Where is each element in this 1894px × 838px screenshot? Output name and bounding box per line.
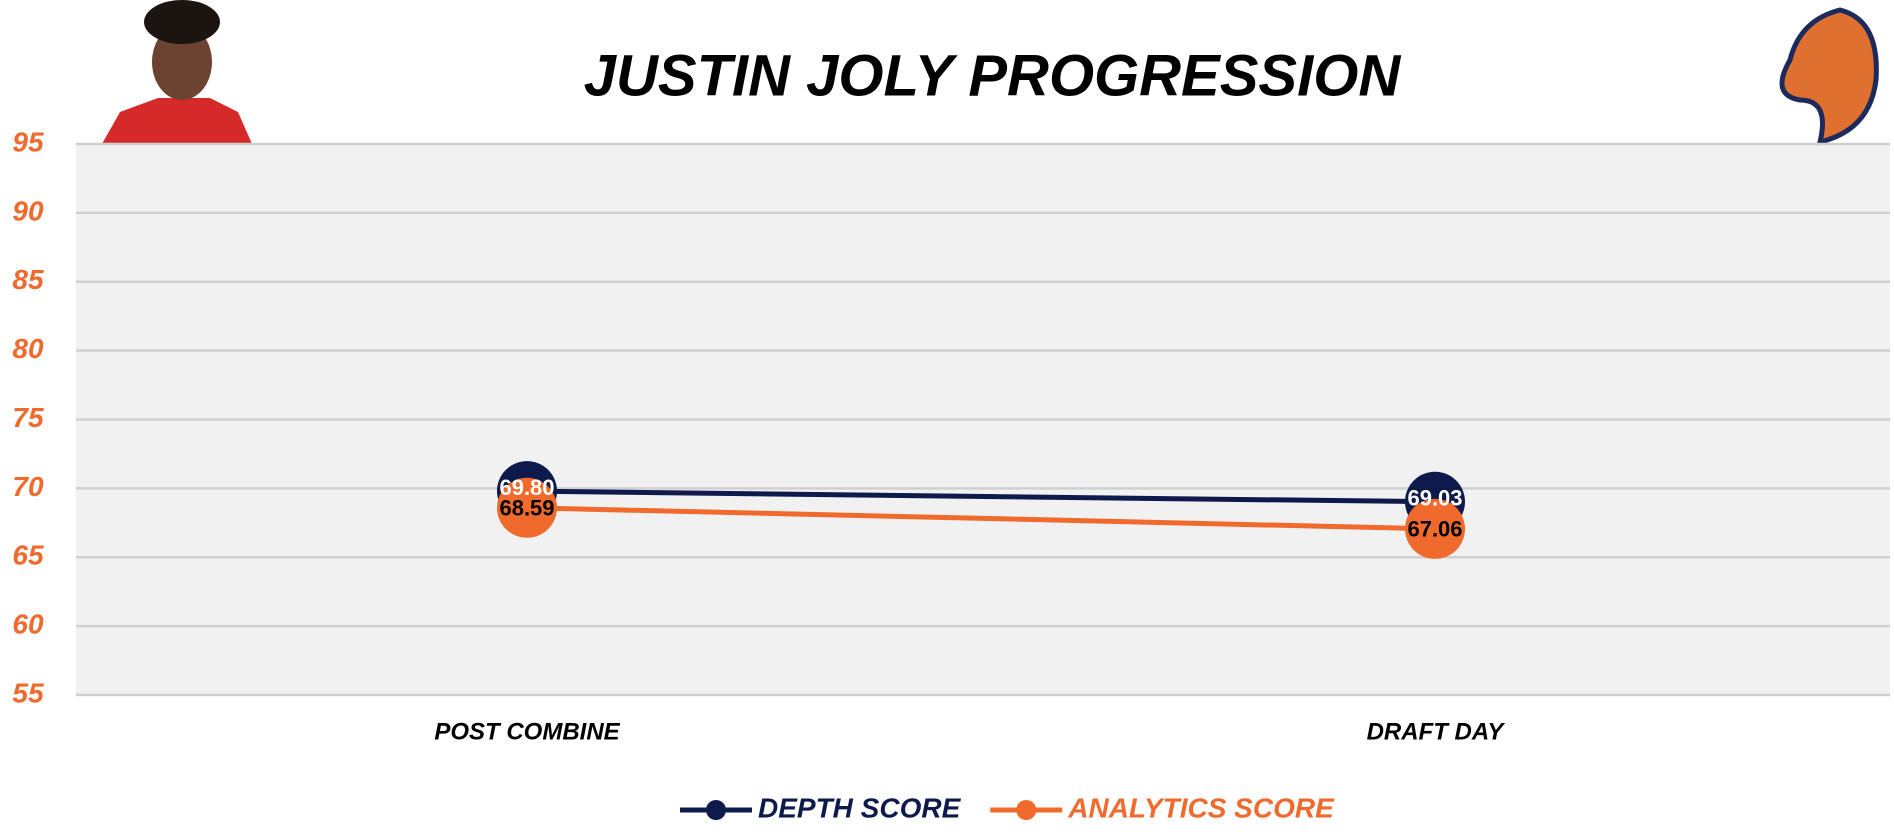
- y-tick-label: 60: [12, 609, 44, 640]
- legend-marker: [1016, 800, 1037, 820]
- x-tick-label: POST COMBINE: [434, 718, 620, 745]
- legend-label: DEPTH SCORE: [758, 792, 962, 823]
- legend-label: ANALYTICS SCORE: [1067, 792, 1335, 823]
- value-label: 68.59: [499, 496, 554, 521]
- player-photo: [102, 0, 252, 144]
- series-line: [526, 488, 1436, 505]
- value-label: 69.03: [1407, 486, 1462, 511]
- y-tick-label: 90: [12, 195, 44, 226]
- point-marker: [1405, 498, 1465, 559]
- y-tick-label: 85: [12, 264, 44, 295]
- series-line: [526, 505, 1436, 532]
- y-tick-label: 70: [12, 471, 44, 502]
- y-tick-label: 95: [12, 126, 44, 157]
- y-tick-label: 65: [12, 540, 44, 571]
- legend-marker: [706, 800, 726, 820]
- team-logo: [1779, 7, 1879, 146]
- value-label: 67.06: [1407, 517, 1462, 542]
- y-tick-label: 80: [12, 333, 44, 364]
- x-tick-label: DRAFT DAY: [1367, 718, 1506, 745]
- value-label: 69.80: [499, 475, 554, 500]
- y-tick-label: 55: [12, 677, 44, 708]
- chart-title: JUSTIN JOLY PROGRESSION: [584, 43, 1402, 108]
- point-marker: [497, 477, 557, 538]
- y-tick-label: 75: [12, 402, 44, 433]
